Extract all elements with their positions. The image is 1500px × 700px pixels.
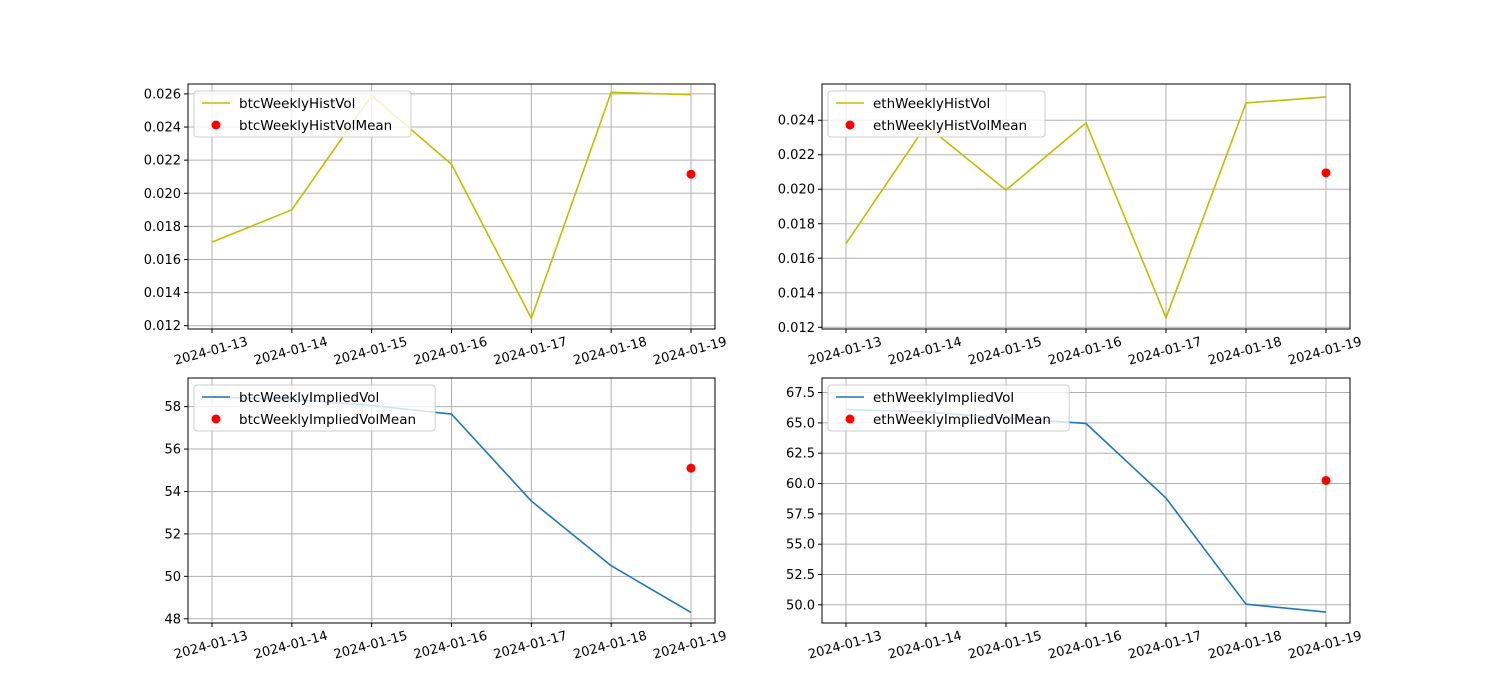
axes-frame (821, 377, 1351, 624)
x-tick-label: 2024-01-17 (1127, 335, 1204, 369)
y-tick-label: 65.0 (786, 416, 815, 431)
y-tick-label: 52.5 (786, 568, 815, 583)
eth-implied-vol-chart: 2024-01-13 2024-01-14 2024-01-15 2024-01-16… (786, 377, 1364, 663)
legend: btcWeeklyHistVol btcWeeklyHistVolMean (193, 90, 412, 138)
y-tick-label: 0.016 (144, 253, 181, 268)
legend-label: ethWeeklyImpliedVolMean (873, 412, 1051, 428)
mean-point-ethWeeklyHistVolMean (1321, 168, 1331, 178)
x-tick-label: 2024-01-16 (412, 335, 489, 369)
x-tick-label: 2024-01-14 (252, 629, 329, 663)
legend: ethWeeklyImpliedVol ethWeeklyImpliedVolMe… (827, 384, 1070, 432)
x-tick-label: 2024-01-17 (1127, 629, 1204, 663)
legend-label: btcWeeklyImpliedVolMean (239, 412, 416, 428)
x-tick-label: 2024-01-13 (173, 335, 250, 369)
y-tick-label: 57.5 (786, 507, 815, 522)
y-tick-label: 54 (164, 485, 181, 500)
y-tick-label: 0.020 (144, 187, 181, 202)
x-tick-label: 2024-01-18 (572, 629, 649, 663)
legend-marker-swatch (211, 120, 221, 130)
y-tick-label: 0.024 (144, 121, 181, 136)
x-tick-label: 2024-01-16 (1047, 629, 1124, 663)
y-tick-label: 0.024 (778, 114, 815, 129)
axes-frame (187, 377, 716, 624)
x-tick-label: 2024-01-14 (887, 629, 964, 663)
axes-frame (821, 83, 1351, 330)
x-tick-label: 2024-01-18 (1207, 629, 1284, 663)
legend-marker-swatch (845, 414, 855, 424)
x-tick-label: 2024-01-13 (807, 335, 884, 369)
series-line-btcWeeklyHistVol (211, 91, 692, 320)
legend-box (827, 90, 1046, 138)
y-tick-label: 0.018 (778, 217, 815, 232)
y-tick-label: 0.014 (144, 286, 181, 301)
y-tick-label: 0.014 (778, 286, 815, 301)
x-tick-label: 2024-01-18 (1207, 335, 1284, 369)
x-tick-label: 2024-01-17 (492, 335, 569, 369)
btc-hist-vol-chart: 2024-01-13 2024-01-14 2024-01-15 2024-01-16… (144, 83, 729, 369)
y-tick-label: 52 (164, 527, 181, 542)
x-tick-label: 2024-01-13 (807, 629, 884, 663)
btc-implied-vol-chart: 2024-01-13 2024-01-14 2024-01-15 2024-01-16… (164, 377, 729, 663)
legend-label: btcWeeklyHistVolMean (239, 118, 392, 134)
axes-frame (187, 83, 716, 330)
x-tick-label: 2024-01-13 (173, 629, 250, 663)
legend-label: ethWeeklyHistVolMean (873, 118, 1027, 134)
y-tick-label: 0.026 (144, 87, 181, 102)
mean-point-ethWeeklyImpliedVolMean (1321, 475, 1331, 485)
legend-label: ethWeeklyHistVol (873, 96, 990, 112)
x-tick-label: 2024-01-15 (967, 629, 1044, 663)
x-tick-label: 2024-01-19 (652, 629, 729, 663)
y-tick-label: 50.0 (786, 598, 815, 613)
legend-box (193, 90, 412, 138)
legend: ethWeeklyHistVol ethWeeklyHistVolMean (827, 90, 1046, 138)
y-tick-label: 60.0 (786, 477, 815, 492)
y-tick-label: 0.012 (778, 321, 815, 336)
x-tick-label: 2024-01-16 (1047, 335, 1124, 369)
y-tick-label: 55.0 (786, 538, 815, 553)
x-tick-label: 2024-01-14 (252, 335, 329, 369)
legend-label: btcWeeklyImpliedVol (239, 390, 379, 406)
y-tick-label: 0.020 (778, 183, 815, 198)
y-tick-label: 0.016 (778, 252, 815, 267)
x-tick-label: 2024-01-17 (492, 629, 569, 663)
legend-label: btcWeeklyHistVol (239, 96, 355, 112)
legend-marker-swatch (845, 120, 855, 130)
x-tick-label: 2024-01-18 (572, 335, 649, 369)
x-tick-label: 2024-01-15 (967, 335, 1044, 369)
y-tick-label: 0.012 (144, 319, 181, 334)
x-tick-label: 2024-01-19 (1287, 629, 1364, 663)
y-tick-label: 0.022 (144, 154, 181, 169)
legend-box (193, 384, 436, 432)
y-tick-label: 62.5 (786, 447, 815, 462)
x-tick-label: 2024-01-14 (887, 335, 964, 369)
y-tick-label: 48 (164, 612, 181, 627)
legend-marker-swatch (211, 414, 221, 424)
eth-hist-vol-chart: 2024-01-13 2024-01-14 2024-01-15 2024-01-16… (778, 83, 1364, 369)
y-tick-label: 56 (164, 443, 181, 458)
legend-label: ethWeeklyImpliedVol (873, 390, 1014, 406)
y-tick-label: 50 (164, 570, 181, 585)
mean-point-btcWeeklyImpliedVolMean (686, 463, 696, 473)
y-tick-label: 0.018 (144, 220, 181, 235)
y-tick-label: 0.022 (778, 148, 815, 163)
mean-point-btcWeeklyHistVolMean (686, 169, 696, 179)
x-tick-label: 2024-01-15 (332, 629, 409, 663)
legend-box (827, 384, 1070, 432)
y-tick-label: 58 (164, 400, 181, 415)
x-tick-label: 2024-01-15 (332, 335, 409, 369)
x-tick-label: 2024-01-19 (1287, 335, 1364, 369)
y-tick-label: 67.5 (786, 386, 815, 401)
legend: btcWeeklyImpliedVol btcWeeklyImpliedVolMe… (193, 384, 436, 432)
x-tick-label: 2024-01-19 (652, 335, 729, 369)
x-tick-label: 2024-01-16 (412, 629, 489, 663)
